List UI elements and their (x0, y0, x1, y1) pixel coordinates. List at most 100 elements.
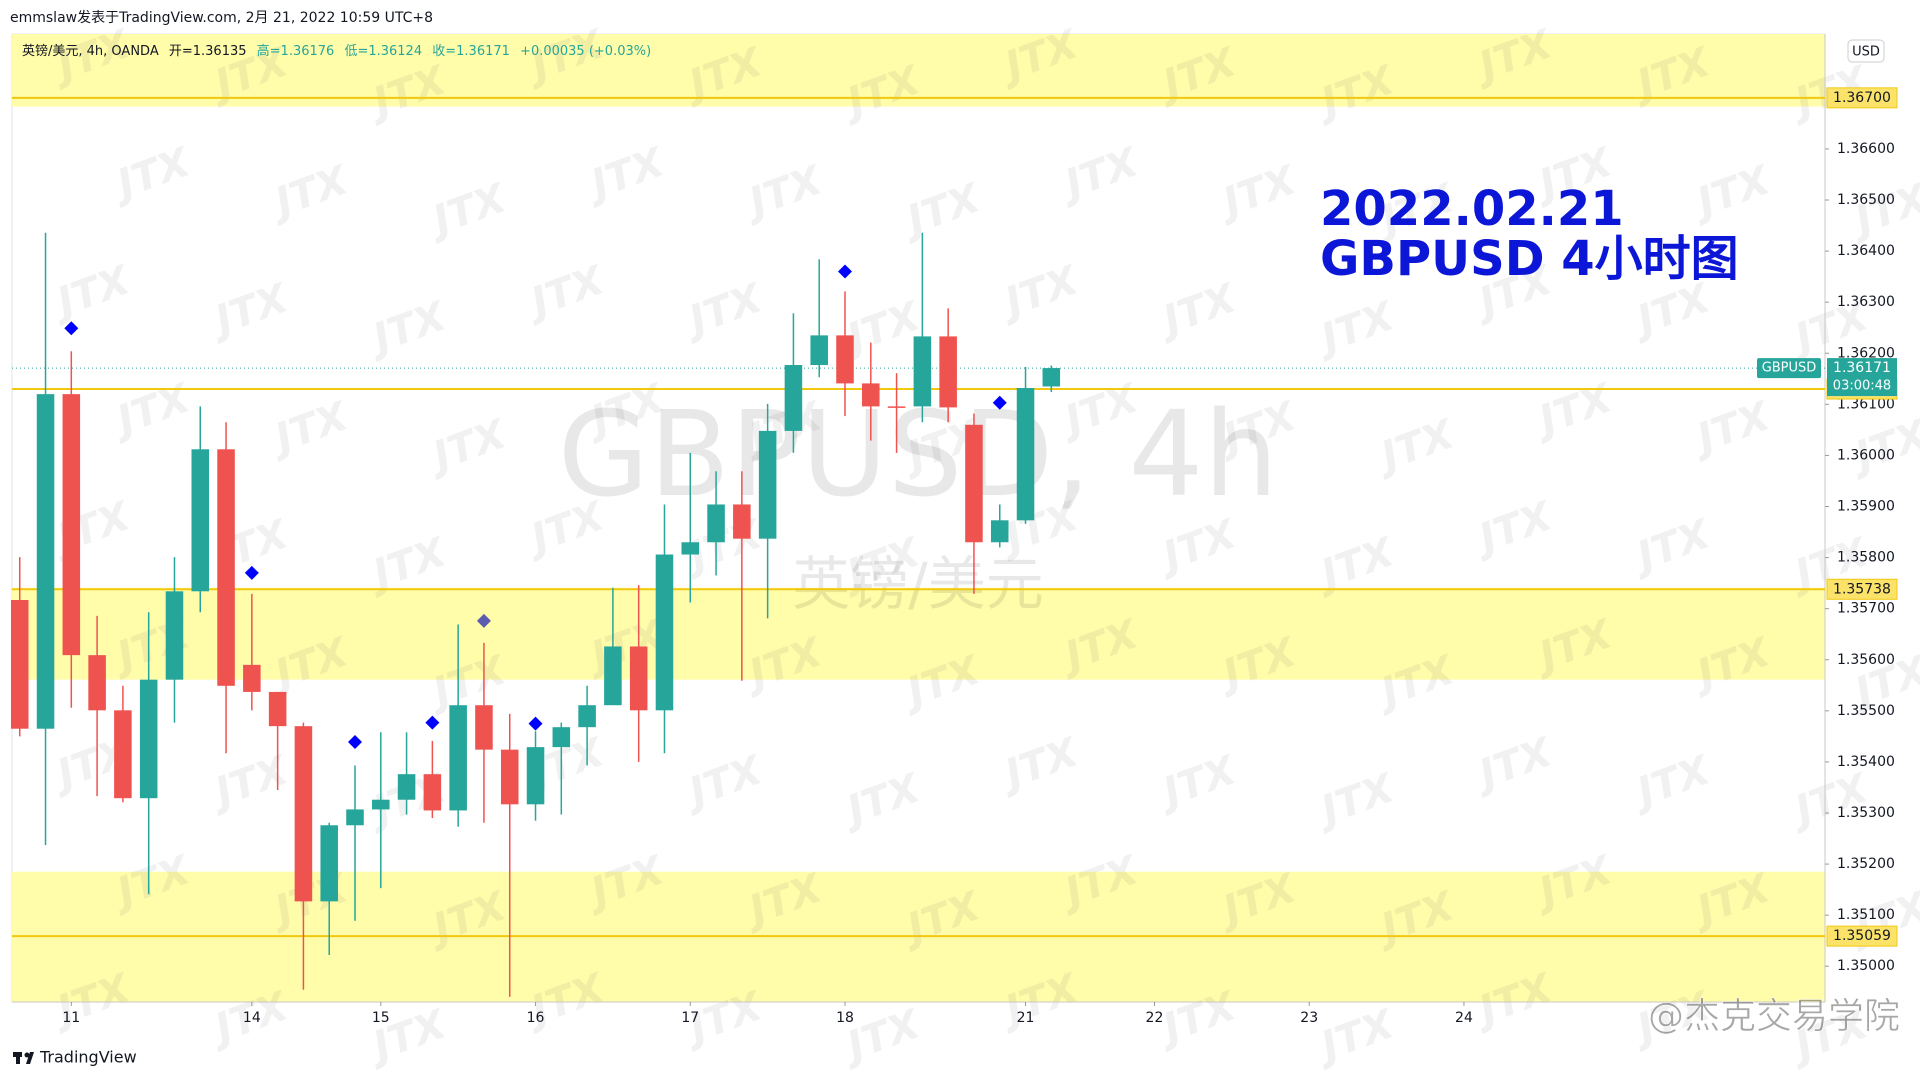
x-tick-label: 14 (243, 1010, 261, 1026)
x-tick-label: 18 (836, 1010, 854, 1026)
support-zone (12, 587, 1825, 680)
signal-diamond (425, 715, 440, 730)
y-tick-label: 1.36500 (1837, 192, 1895, 208)
y-tick-label: 1.35500 (1837, 703, 1895, 719)
x-tick-label: 22 (1146, 1010, 1164, 1026)
level-label: 1.35738 (1833, 581, 1891, 597)
candle-body (346, 809, 364, 826)
legend-high: 高=1.36176 (257, 43, 335, 59)
header: emmslaw发表于TradingView.com, 2月 21, 2022 1… (10, 10, 433, 26)
level-label: 1.35059 (1833, 928, 1891, 944)
ohlc-legend: 英镑/美元, 4h, OANDA 开=1.36135 高=1.36176 低=1… (22, 43, 651, 59)
symbol-watermark: GBPUSD, 4h (558, 385, 1279, 523)
countdown-label: 03:00:48 (1833, 379, 1891, 394)
x-tick-label: 17 (681, 1010, 699, 1026)
annotation-title: GBPUSD 4小时图 (1320, 231, 1739, 287)
y-tick-label: 1.36100 (1837, 396, 1895, 412)
candle-body (217, 449, 235, 686)
jtx-watermark: JTX (1309, 1001, 1402, 1072)
logo-mark[interactable] (26, 1052, 34, 1064)
last-price-name-box (1757, 358, 1821, 379)
candle-body (965, 424, 983, 543)
currency-badge[interactable] (1847, 39, 1885, 63)
candle-body (36, 394, 55, 729)
signal-diamond (992, 395, 1007, 410)
y-tick-label: 1.35200 (1837, 856, 1895, 872)
x-tick-label: 23 (1300, 1010, 1318, 1026)
candle-body (862, 383, 880, 407)
y-tick-label: 1.36300 (1837, 294, 1895, 310)
candle-body (449, 705, 467, 811)
legend-symbol: 英镑/美元, 4h, OANDA (22, 43, 159, 59)
currency-label[interactable]: USD (1852, 45, 1880, 60)
x-tick-label: 24 (1455, 1010, 1473, 1026)
candle-body (604, 646, 622, 706)
signal-diamond (64, 321, 79, 336)
y-tick-label: 1.36600 (1837, 141, 1895, 157)
candle-body (397, 774, 416, 800)
symbol-watermark: 英镑/美元 (792, 550, 1044, 618)
plot-layer: 1.35000 1.35100 1.35200 1.35300 1.35400 1.355… (10, 34, 1898, 1026)
annotation-date: 2022.02.21 (1320, 181, 1624, 237)
candle-body (836, 335, 854, 384)
candle-body (758, 430, 777, 539)
last-price-label: 1.36171 (1833, 360, 1891, 376)
y-tick-label: 1.36400 (1837, 243, 1895, 259)
candle-body (294, 726, 313, 902)
last-price-box (1827, 358, 1897, 397)
signal-diamond (528, 716, 543, 731)
candle-body (552, 727, 571, 748)
candle-body (320, 825, 338, 902)
y-tick-label: 1.35800 (1837, 550, 1895, 566)
candle-body (10, 599, 29, 729)
legend-low: 低=1.36124 (344, 44, 422, 59)
signal-diamond (244, 565, 259, 580)
candle-body (681, 542, 700, 555)
candle-body (268, 691, 287, 727)
legend-open: 开=1.36135 (169, 44, 247, 59)
y-tick-label: 1.35400 (1837, 754, 1895, 770)
x-tick-label: 11 (62, 1010, 80, 1026)
level-label-box (1826, 578, 1898, 600)
candle-body (939, 336, 957, 408)
candle-body (139, 679, 158, 799)
jtx-watermark: JTX (1843, 175, 1920, 246)
level-label-box (1826, 87, 1898, 109)
y-tick-label: 1.35700 (1837, 601, 1895, 617)
logo-mark[interactable] (24, 1052, 30, 1058)
candle-body (423, 774, 442, 811)
candle-body (1016, 387, 1035, 521)
signal-diamond (838, 264, 852, 279)
level-label: 1.36700 (1833, 90, 1891, 106)
y-tick-label: 1.36000 (1837, 447, 1895, 463)
y-tick-label: 1.35300 (1837, 805, 1895, 821)
y-tick-label: 1.35000 (1837, 958, 1895, 974)
signal-diamond (476, 613, 491, 628)
candle-body (191, 449, 210, 592)
logo-text[interactable]: TradingView (39, 1048, 137, 1067)
credit-watermark: @杰克交易学院 (1648, 996, 1900, 1037)
candle-body (114, 710, 132, 799)
candle-body (887, 406, 906, 408)
candle-body (372, 799, 390, 810)
candle-body (243, 664, 261, 692)
logo-mark[interactable] (16, 1052, 20, 1064)
candle-body (655, 554, 674, 711)
candle-body (990, 520, 1009, 543)
level-label-box (1826, 925, 1898, 947)
candle-body (733, 504, 751, 539)
legend-change: +0.00035 (+0.03%) (520, 44, 651, 59)
legend-close: 收=1.36171 (432, 44, 510, 59)
support-zone (12, 34, 1825, 107)
candle-body (475, 705, 493, 750)
plot-area (11, 33, 1826, 1003)
signal-diamond (348, 734, 362, 749)
candle-body (165, 591, 184, 680)
candle-body (526, 747, 545, 805)
x-tick-label: 15 (372, 1010, 390, 1026)
tradingview-logo[interactable]: TradingView (13, 1048, 137, 1067)
x-tick-label: 16 (527, 1010, 545, 1026)
candle-body (913, 336, 932, 407)
candle-body (810, 335, 828, 366)
